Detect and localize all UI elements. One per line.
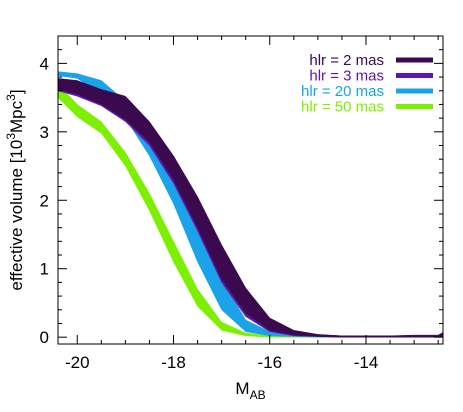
- legend-label: hlr = 50 mas: [301, 99, 384, 116]
- y-axis-label-suffix: ]: [7, 89, 26, 94]
- x-axis-ticks: -20 -18 -16 -14: [65, 36, 439, 372]
- y-axis-label-prefix: effective volume [10: [7, 140, 26, 291]
- y-tick-label: 1: [40, 260, 49, 279]
- y-axis-label-mid: Mpc: [7, 100, 26, 133]
- y-tick-label: 2: [40, 191, 49, 210]
- x-axis-label-sub: AB: [250, 388, 266, 402]
- y-axis-label-sup1: 3: [4, 133, 18, 140]
- y-tick-label: 4: [40, 54, 49, 73]
- y-axis-label-sup2: 3: [4, 94, 18, 101]
- x-axis-label-main: M: [235, 379, 249, 398]
- legend-label: hlr = 20 mas: [301, 83, 384, 100]
- y-tick-label: 0: [40, 328, 49, 347]
- series-bands: [58, 71, 443, 338]
- x-tick-label: -18: [161, 353, 186, 372]
- legend-label: hlr = 3 mas: [309, 68, 384, 85]
- y-tick-label: 3: [40, 123, 49, 142]
- legend-label: hlr = 2 mas: [309, 52, 384, 69]
- series-band-0: [58, 78, 443, 338]
- y-axis-label: effective volume [103Mpc3]: [4, 89, 26, 290]
- plot-frame: [57, 35, 444, 345]
- x-tick-label: -16: [257, 353, 282, 372]
- x-axis-label: MAB: [235, 379, 265, 402]
- x-tick-label: -14: [354, 353, 379, 372]
- x-tick-label: -20: [65, 353, 90, 372]
- y-axis-ticks: 0 1 2 3 4: [40, 49, 443, 347]
